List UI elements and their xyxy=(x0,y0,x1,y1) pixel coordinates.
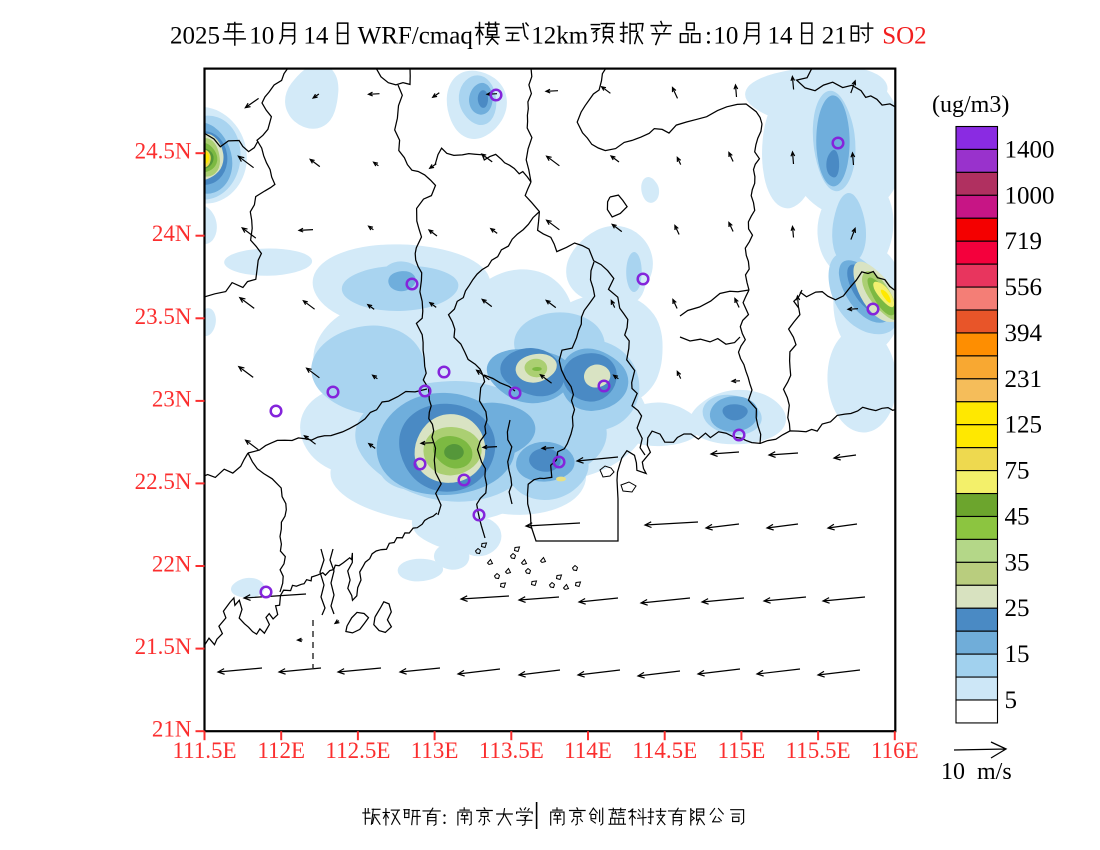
svg-text:10: 10 xyxy=(713,23,738,50)
svg-text:22N: 22N xyxy=(152,552,192,577)
svg-text:2025: 2025 xyxy=(170,23,220,50)
svg-text:23.5N: 23.5N xyxy=(135,304,192,329)
svg-text:231: 231 xyxy=(1005,366,1043,393)
svg-text:24N: 24N xyxy=(152,221,192,246)
svg-text:25: 25 xyxy=(1005,595,1030,622)
svg-text:22.5N: 22.5N xyxy=(135,469,192,494)
svg-text:SO2: SO2 xyxy=(882,23,926,50)
svg-text:114E: 114E xyxy=(564,738,612,763)
svg-text:113E: 113E xyxy=(411,738,459,763)
svg-text:114.5E: 114.5E xyxy=(632,738,697,763)
svg-text:5: 5 xyxy=(1005,687,1018,714)
svg-text:719: 719 xyxy=(1005,228,1043,255)
svg-text::: : xyxy=(705,23,712,50)
svg-text:45: 45 xyxy=(1005,503,1030,530)
svg-text::: : xyxy=(442,807,448,829)
svg-text:WRF/cmaq: WRF/cmaq xyxy=(358,23,474,50)
svg-text:1400: 1400 xyxy=(1005,136,1055,163)
svg-text:115E: 115E xyxy=(718,738,766,763)
svg-text:75: 75 xyxy=(1005,458,1030,485)
svg-text:113.5E: 113.5E xyxy=(479,738,544,763)
svg-text:556: 556 xyxy=(1005,274,1043,301)
svg-text:(ug/m3): (ug/m3) xyxy=(932,92,1009,118)
svg-text:12km: 12km xyxy=(531,23,589,50)
svg-text:21N: 21N xyxy=(152,717,192,742)
svg-text:23N: 23N xyxy=(152,386,192,411)
svg-text:111.5E: 111.5E xyxy=(172,738,236,763)
svg-text:24.5N: 24.5N xyxy=(135,139,192,164)
svg-text:10 m/s: 10 m/s xyxy=(941,759,1012,785)
svg-text:115.5E: 115.5E xyxy=(786,738,851,763)
svg-text:35: 35 xyxy=(1005,549,1030,576)
svg-text:10: 10 xyxy=(249,23,274,50)
svg-text:125: 125 xyxy=(1005,412,1043,439)
svg-text:112E: 112E xyxy=(257,738,305,763)
svg-text:14: 14 xyxy=(303,23,329,50)
svg-text:116E: 116E xyxy=(871,738,919,763)
svg-text:112.5E: 112.5E xyxy=(325,738,390,763)
svg-text:21: 21 xyxy=(822,23,847,50)
svg-text:21.5N: 21.5N xyxy=(135,634,192,659)
svg-text:14: 14 xyxy=(768,23,794,50)
svg-text:1000: 1000 xyxy=(1005,182,1055,209)
svg-text:394: 394 xyxy=(1005,320,1043,347)
svg-text:15: 15 xyxy=(1005,641,1030,668)
